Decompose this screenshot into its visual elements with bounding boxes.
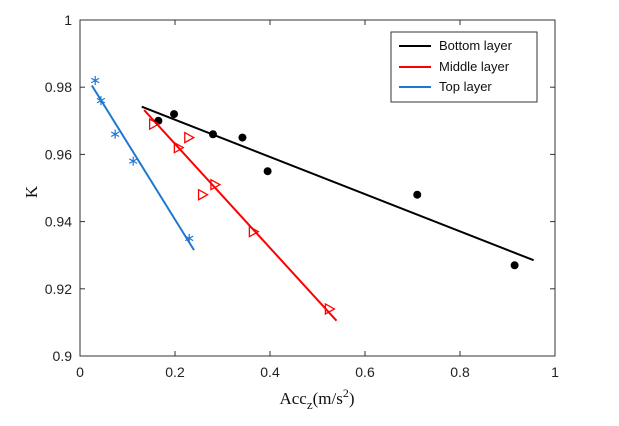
y-tick-label: 0.94 [45,214,72,230]
y-tick-label: 0.98 [45,79,72,95]
x-tick-label: 0.8 [450,364,470,380]
data-point-top-layer [90,75,100,85]
x-tick-label: 0.2 [165,364,185,380]
x-tick-label: 0.6 [355,364,375,380]
data-point-middle-layer [148,118,160,131]
x-tick-label: 1 [551,364,559,380]
data-point-bottom-layer [413,190,422,199]
fit-line-middle-layer [143,109,338,322]
data-point-middle-layer [184,131,196,144]
axis-ticks: 0 0.2 0.4 0.6 0.8 1 0.9 0.92 0.94 0.96 0.98 1 [45,12,559,380]
x-tick-label: 0 [76,364,84,380]
legend-label-bottom-layer: Bottom layer [439,38,513,53]
fit-line-top-layer [91,84,195,251]
data-point-top-layer [96,96,106,106]
x-tick-label: 0.4 [260,364,280,380]
data-point-top-layer [110,129,120,139]
data-point-bottom-layer [170,110,179,119]
y-tick-label: 1 [64,12,72,28]
legend-label-middle-layer: Middle layer [439,59,510,74]
data-point-middle-layer [324,302,336,316]
fit-lines [91,84,534,322]
y-tick-label: 0.92 [45,281,72,297]
data-point-middle-layer [248,225,260,238]
y-axis-label: K [22,185,41,198]
data-point-top-layer [185,233,194,243]
data-point-middle-layer [197,188,209,201]
data-point-top-layer [128,156,138,166]
y-tick-label: 0.96 [45,146,72,162]
data-point-bottom-layer [238,133,247,142]
data-point-bottom-layer [209,130,217,139]
data-point-bottom-layer [510,261,519,270]
data-points [90,75,519,316]
x-axis-label: Accz(m/s2) [279,386,354,412]
y-tick-label: 0.9 [53,348,73,364]
data-point-middle-layer [173,141,185,154]
data-point-bottom-layer [263,167,272,176]
fit-line-bottom-layer [141,105,534,262]
legend-label-top-layer: Top layer [439,79,492,94]
legend: Bottom layer Middle layer Top layer [390,31,538,103]
data-point-middle-layer [210,178,222,191]
